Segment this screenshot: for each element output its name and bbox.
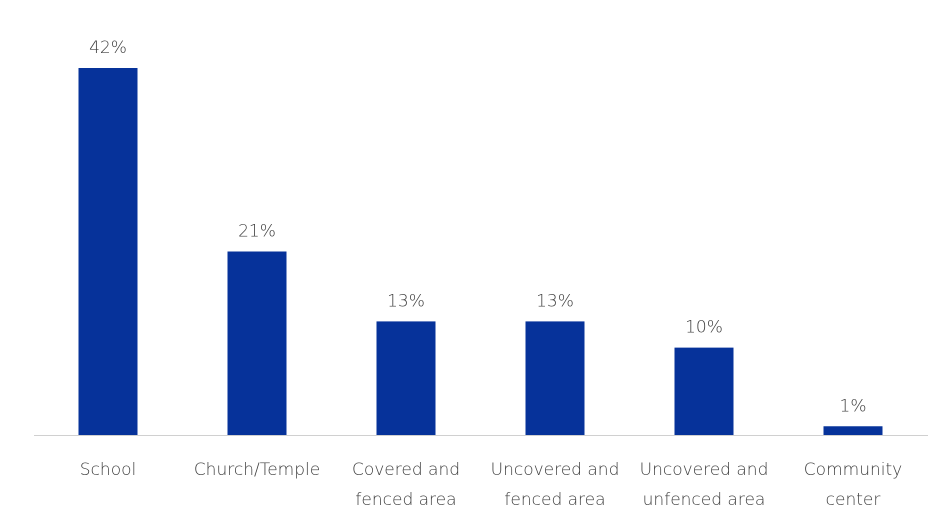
category-label-2-line-1: fenced area [355,490,456,510]
category-label-0-line-0: School [80,460,136,480]
category-label-4-line-0: Uncovered and [640,460,769,480]
category-label-4-line-1: unfenced area [643,490,766,510]
bar-0 [78,68,138,435]
bar-1 [227,251,287,435]
data-label-4: 10% [685,318,723,338]
category-label-4: Uncovered and unfenced area [640,460,769,510]
data-label-1: 21% [238,222,276,242]
data-label-2: 13% [387,291,425,311]
data-labels-group: 42% 21% 13% 13% 10% 1% [89,38,866,416]
category-label-3-line-1: fenced area [504,490,605,510]
data-label-3: 13% [536,291,574,311]
category-label-5-line-0: Community [804,460,902,480]
category-label-1: Church/Temple [194,460,320,480]
category-label-5-line-1: center [826,490,881,510]
category-label-3: Uncovered and fenced area [491,460,620,510]
category-label-0: School [80,460,136,480]
category-label-1-line-0: Church/Temple [194,460,320,480]
bar-3 [525,321,585,435]
bars-group [78,68,883,435]
bar-5 [823,426,883,435]
category-label-3-line-0: Uncovered and [491,460,620,480]
category-label-5: Community center [804,460,902,510]
data-label-0: 42% [89,38,127,58]
data-label-5: 1% [840,396,867,416]
bar-4 [674,347,734,435]
bar-2 [376,321,436,435]
category-labels-group: School Church/Temple Covered and fenced are… [80,460,902,510]
category-label-2: Covered and fenced area [352,460,460,510]
category-label-2-line-0: Covered and [352,460,460,480]
